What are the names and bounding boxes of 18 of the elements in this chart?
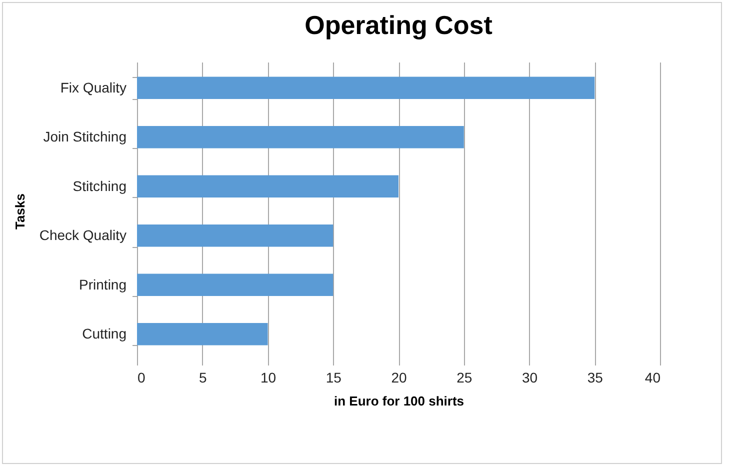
x-tick-label: 25 — [456, 370, 472, 386]
chart-title: Operating Cost — [304, 10, 493, 40]
x-tick-label: 40 — [644, 370, 661, 386]
y-tick-label: Cutting — [82, 326, 126, 342]
x-tick-label: 15 — [326, 370, 342, 386]
x-tick-label: 10 — [260, 370, 276, 386]
y-tick-label: Check Quality — [39, 227, 126, 244]
y-tick-label: Stitching — [72, 178, 126, 194]
x-tick-label: 0 — [138, 370, 146, 386]
y-tick-label: Join Stitching — [43, 128, 126, 145]
x-tick-label: 20 — [391, 370, 407, 386]
y-tick-label: Printing — [79, 276, 126, 292]
x-tick-label: 35 — [587, 370, 604, 386]
y-tick-label: Fix Quality — [60, 79, 126, 96]
x-tick-label: 30 — [522, 370, 538, 386]
y-axis-title: Tasks — [12, 194, 28, 230]
x-axis-title: in Euro for 100 shirts — [334, 394, 464, 408]
x-tick-label: 5 — [198, 370, 207, 386]
